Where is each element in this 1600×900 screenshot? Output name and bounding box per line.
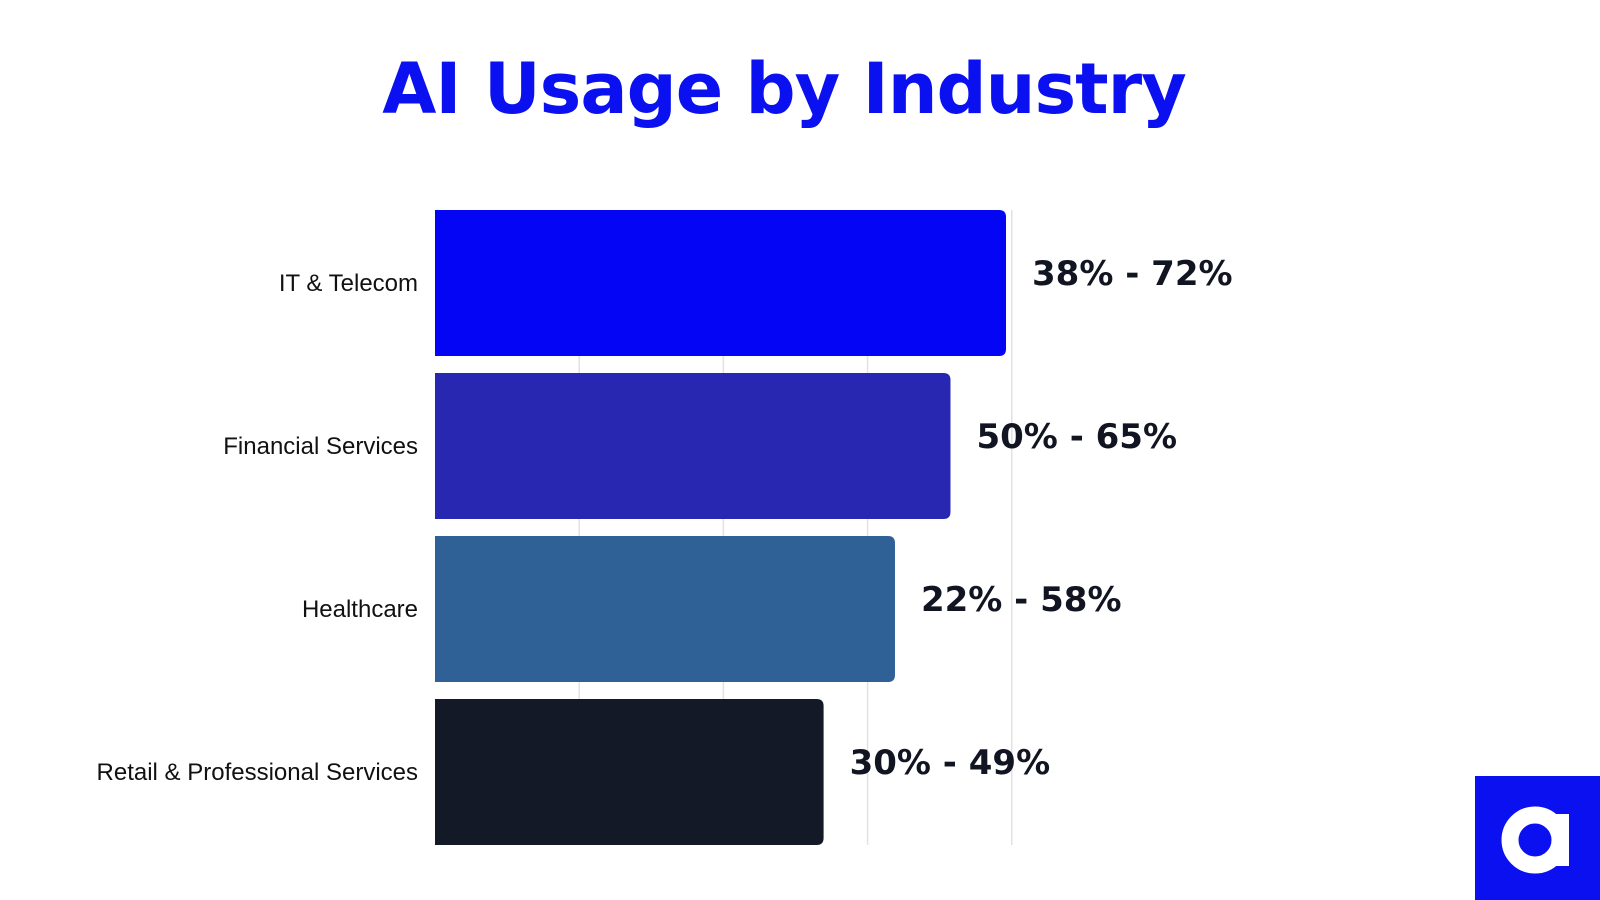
bar-0 — [435, 210, 1006, 356]
bar-2 — [435, 536, 895, 682]
category-label: Healthcare — [302, 596, 418, 623]
data-label: 22% - 58% — [921, 580, 1122, 620]
letter-a-logo-icon — [1501, 806, 1569, 874]
category-labels: IT & Telecom Financial Services Healthcare… — [97, 270, 418, 786]
bar-1 — [435, 373, 951, 519]
data-label: 50% - 65% — [976, 417, 1177, 457]
data-label: 38% - 72% — [1032, 254, 1233, 294]
brand-logo — [1475, 776, 1600, 900]
category-label: IT & Telecom — [279, 270, 418, 297]
category-label: Financial Services — [223, 433, 418, 460]
category-label: Retail & Professional Services — [97, 759, 418, 786]
value-labels: 38% - 72% 50% - 65% 22% - 58% 30% - 49% — [850, 254, 1233, 783]
chart-title: AI Usage by Industry — [382, 48, 1187, 130]
bars — [435, 210, 1006, 845]
data-label: 30% - 49% — [850, 743, 1051, 783]
bar-3 — [435, 699, 824, 845]
